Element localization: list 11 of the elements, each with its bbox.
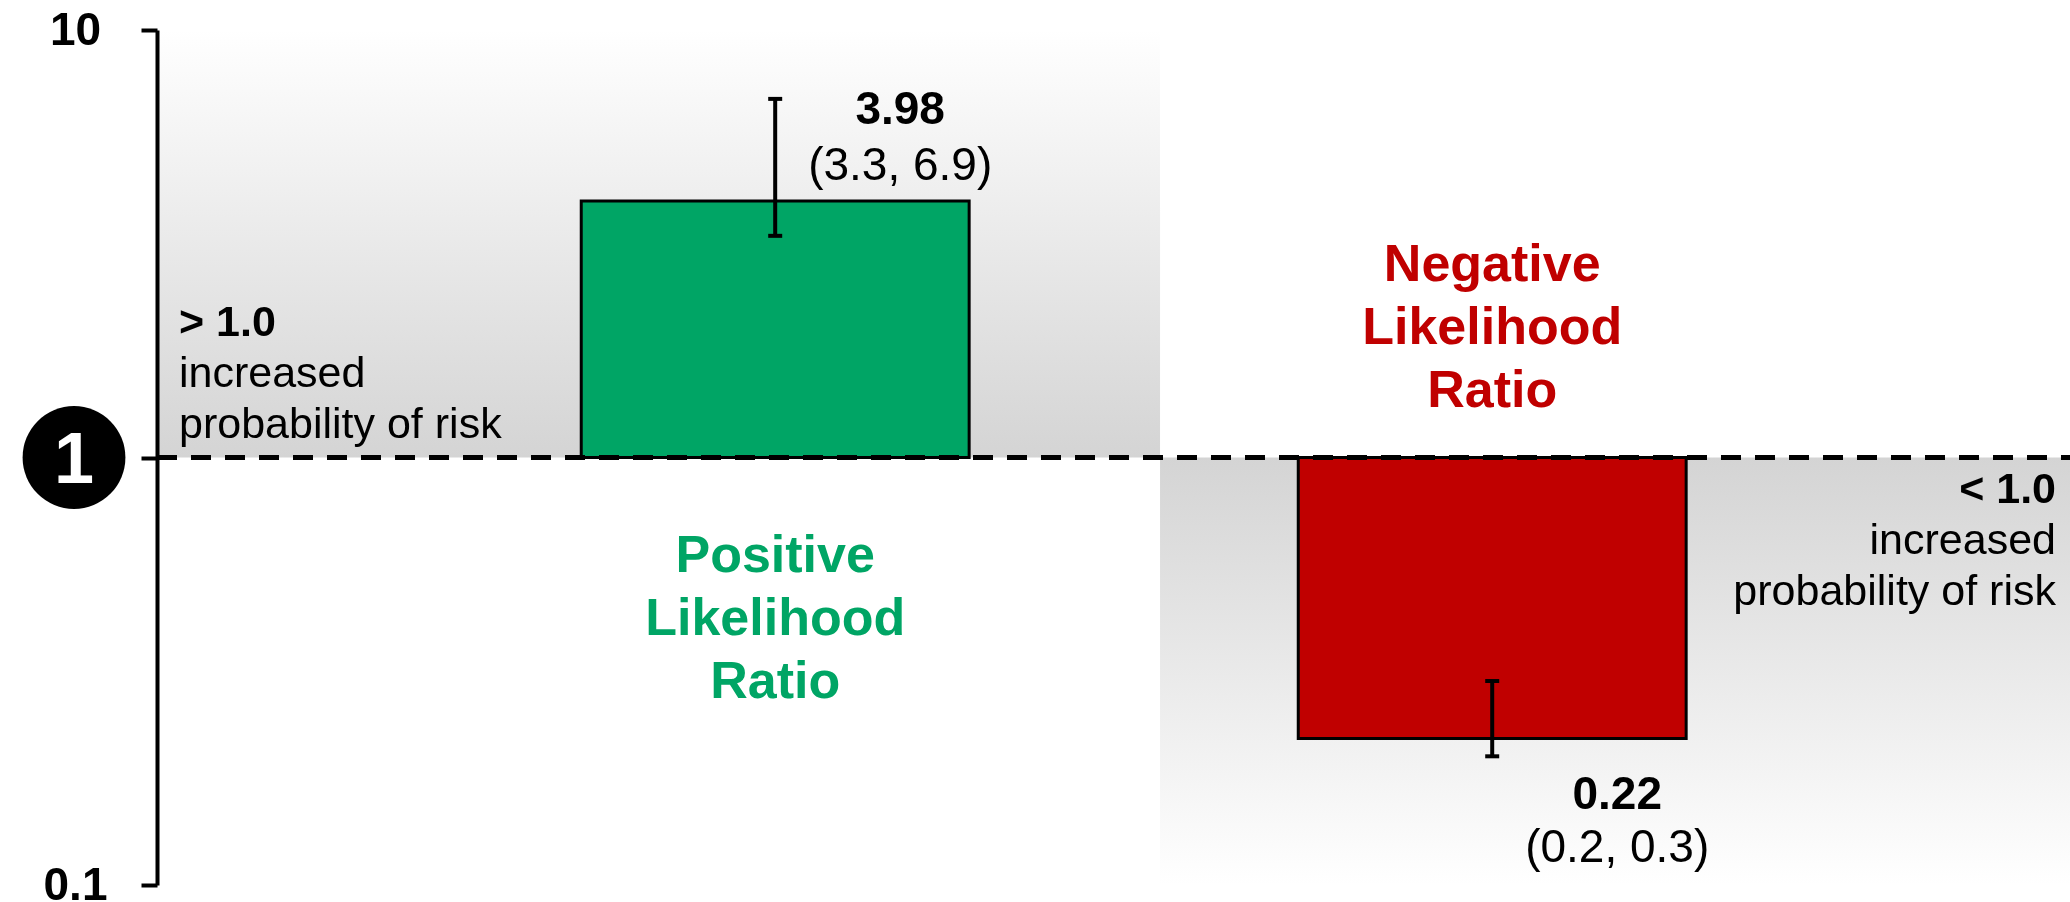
- x-tick-label: Negative Likelihood Ratio: [1362, 233, 1623, 418]
- annotation: (3.3, 6.9): [808, 138, 993, 191]
- data-label: 3.98: [855, 82, 945, 135]
- y-tick-label: 10: [49, 2, 102, 55]
- annotation: (0.2, 0.3): [1525, 819, 1710, 872]
- band-label: < 1.0 increased probability of risk: [1733, 463, 2057, 614]
- ref-line-label: 1: [53, 417, 95, 498]
- x-tick-label: Positive Likelihood Ratio: [645, 524, 906, 709]
- data-label: 0.22: [1572, 766, 1662, 819]
- band-label: > 1.0 increased probability of risk: [179, 296, 503, 447]
- y-tick-label: 0.1: [43, 857, 108, 902]
